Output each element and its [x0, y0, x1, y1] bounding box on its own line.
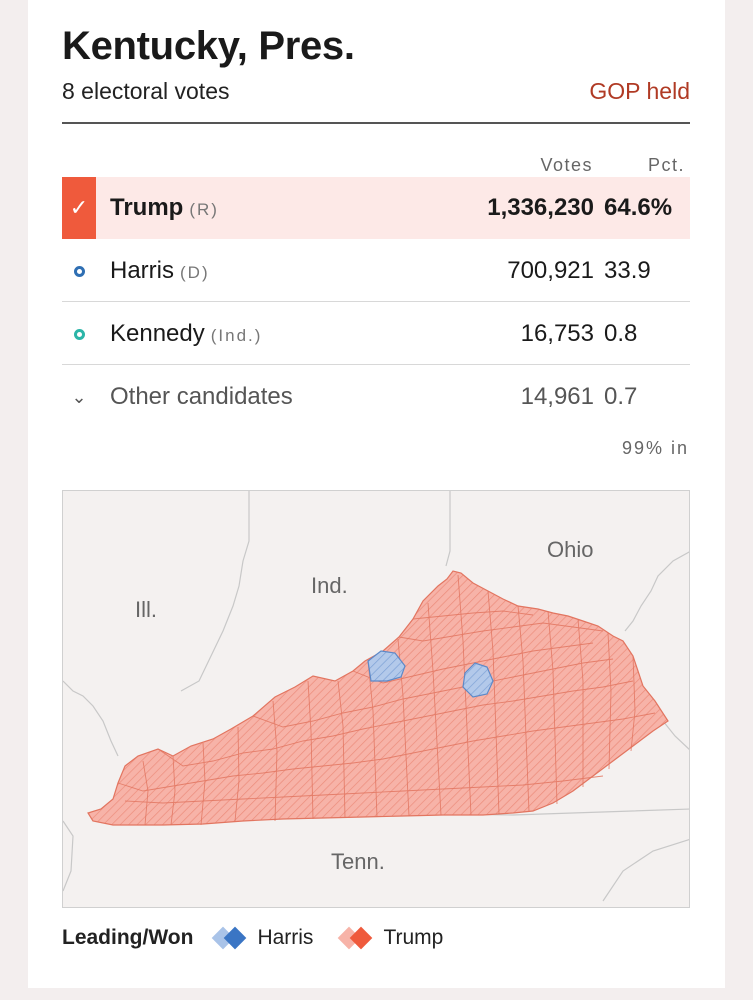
candidate-name: Kennedy	[110, 320, 205, 347]
map-label-ohio: Ohio	[547, 537, 594, 562]
county-map[interactable]: Ill. Ind. Ohio Tenn.	[62, 490, 690, 908]
candidate-votes: 16,753	[520, 320, 594, 347]
candidate-votes: 1,336,230	[487, 194, 594, 221]
harris-swatch-icon	[211, 926, 249, 950]
winner-marker: ✓	[62, 177, 96, 239]
pct-column-header: Pct.	[647, 155, 685, 175]
race-status: GOP held	[589, 78, 690, 104]
candidate-pct: 0.8	[604, 320, 638, 347]
map-legend: Leading/Won Harris Trump	[62, 926, 457, 950]
map-label-indiana: Ind.	[311, 573, 348, 598]
legend-label: Leading/Won	[62, 926, 194, 949]
trump-swatch-icon	[337, 926, 375, 950]
reporting-status: 99% in	[621, 438, 689, 458]
county-map-svg	[63, 491, 689, 902]
candidate-name: Trump	[110, 194, 184, 221]
electoral-votes: 8 electoral votes	[62, 78, 230, 104]
votes-column-header: Votes	[540, 155, 593, 175]
candidate-party: (R)	[189, 200, 219, 219]
harris-county-fayette	[462, 662, 494, 698]
check-icon: ✓	[69, 195, 89, 220]
candidate-party: (Ind.)	[210, 326, 263, 345]
candidate-dot-icon	[73, 265, 85, 277]
candidate-pct: 33.9	[604, 257, 651, 284]
candidate-name: Other candidates	[110, 383, 293, 410]
chevron-down-icon: ⌄	[71, 386, 87, 407]
county-lines	[117, 574, 656, 826]
candidate-votes: 14,961	[520, 383, 594, 410]
legend-item-label: Harris	[257, 926, 314, 949]
legend-item-harris: Harris	[211, 926, 313, 950]
candidate-votes: 700,921	[507, 257, 594, 284]
harris-county-jefferson	[367, 650, 406, 682]
candidate-name: Harris	[110, 257, 174, 284]
other-candidates-row[interactable]: ⌄ Other candidates 14,961 0.7	[62, 366, 690, 428]
kentucky-shape	[87, 570, 669, 826]
candidate-party: (D)	[180, 263, 210, 282]
candidate-row-trump: ✓ Trump (R) 1,336,230 64.6%	[62, 177, 690, 239]
map-label-illinois: Ill.	[135, 597, 157, 622]
race-card: Kentucky, Pres. 8 electoral votes GOP he…	[28, 0, 725, 988]
map-label-tennessee: Tenn.	[331, 849, 385, 874]
candidate-pct: 64.6%	[604, 194, 673, 221]
candidate-row-kennedy: Kennedy (Ind.) 16,753 0.8	[62, 303, 690, 365]
race-title: Kentucky, Pres.	[62, 24, 355, 68]
header-divider	[62, 122, 690, 124]
candidate-row-harris: Harris (D) 700,921 33.9	[62, 240, 690, 302]
legend-item-trump: Trump	[337, 926, 443, 950]
candidate-dot-icon	[73, 328, 85, 340]
candidate-pct: 0.7	[604, 383, 638, 410]
legend-item-label: Trump	[383, 926, 444, 949]
